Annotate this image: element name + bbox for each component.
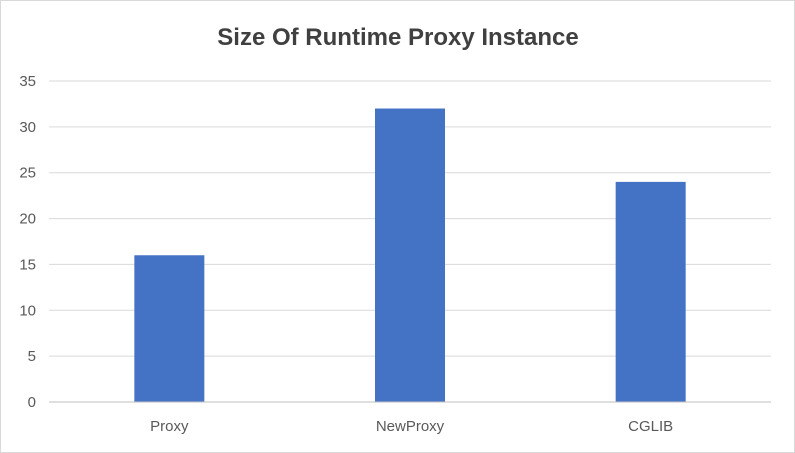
y-tick-label: 15 — [19, 256, 36, 273]
x-axis-ticks: Proxy NewProxy CGLIB — [150, 418, 673, 435]
x-tick-label: Proxy — [150, 418, 189, 435]
y-tick-label: 30 — [19, 119, 36, 136]
x-tick-label: NewProxy — [376, 418, 445, 435]
y-tick-label: 0 — [28, 394, 36, 411]
bars — [134, 108, 686, 402]
chart-title: Size Of Runtime Proxy Instance — [217, 24, 578, 51]
y-tick-label: 20 — [19, 211, 36, 228]
x-tick-label: CGLIB — [628, 418, 673, 435]
y-tick-label: 5 — [28, 348, 36, 365]
bar-cglib — [615, 181, 686, 402]
y-tick-label: 25 — [19, 165, 36, 182]
bar-newproxy — [375, 108, 445, 402]
y-tick-label: 10 — [19, 302, 36, 319]
bar-proxy — [134, 255, 205, 402]
y-tick-label: 35 — [19, 73, 36, 90]
y-axis-ticks: 0 5 10 15 20 25 30 35 — [19, 73, 36, 411]
